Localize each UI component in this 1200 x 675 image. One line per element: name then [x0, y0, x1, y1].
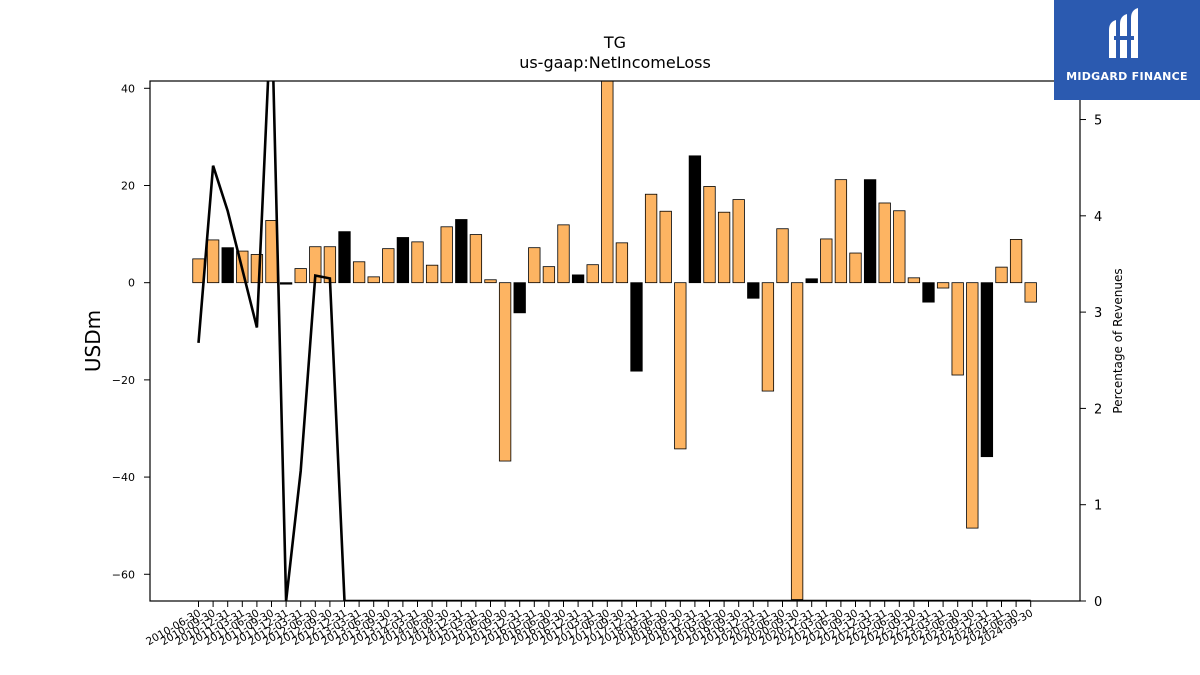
bar [571, 274, 585, 284]
bar [265, 220, 278, 284]
bar [294, 268, 307, 284]
chart-subtitle: us-gaap:NetIncomeLoss [519, 53, 711, 72]
bar [644, 193, 658, 284]
bar [703, 186, 716, 284]
bar [863, 179, 877, 284]
chart-title: TG [603, 33, 626, 52]
y2-tick-label: 3 [1094, 306, 1102, 321]
plot-frame [149, 80, 1081, 602]
bar [615, 242, 629, 284]
bar [630, 282, 643, 372]
bar [557, 224, 570, 284]
y2-tick-label: 5 [1094, 114, 1102, 129]
bar [732, 199, 745, 284]
bar [250, 254, 264, 284]
bar [469, 234, 483, 284]
bar [776, 228, 789, 284]
bar [893, 210, 906, 284]
brand-name: MIDGARD FINANCE [1066, 70, 1188, 83]
bar [206, 239, 220, 284]
bar [936, 282, 950, 289]
bar [352, 261, 366, 284]
bar [586, 264, 599, 284]
y-tick-label: −60 [112, 568, 135, 581]
bar [221, 247, 234, 284]
y2-tick-label: 0 [1094, 595, 1102, 610]
bar [1024, 282, 1037, 303]
bar [820, 238, 833, 284]
bar [688, 155, 702, 284]
bar [834, 179, 848, 284]
bar [717, 211, 731, 284]
y-tick-label: −20 [112, 374, 135, 387]
y-tick-label: 20 [121, 179, 135, 192]
bar [382, 248, 395, 284]
bar [279, 282, 293, 285]
bar [440, 226, 453, 284]
bar [396, 237, 410, 284]
bar [907, 277, 921, 284]
y2-tick-label: 2 [1094, 402, 1102, 417]
bar [542, 266, 556, 284]
bar [790, 282, 804, 600]
bar [761, 282, 775, 392]
bar [411, 241, 424, 284]
bar [601, 81, 614, 284]
bar [338, 231, 351, 284]
bar [484, 279, 497, 284]
bar [995, 266, 1008, 284]
y2-axis-label: Percentage of Revenues [1111, 268, 1125, 413]
bar [922, 282, 935, 303]
y-tick-label: 0 [128, 277, 135, 290]
y-tick-label: −40 [112, 471, 135, 484]
bar [425, 264, 439, 284]
bar [805, 278, 818, 284]
y2-tick-label: 4 [1094, 210, 1102, 225]
bar [659, 210, 672, 284]
bar [849, 252, 862, 284]
midgard-logo-mark-icon [1109, 8, 1138, 58]
bar [1009, 239, 1023, 284]
bar [513, 282, 526, 314]
bar [367, 276, 380, 284]
bar [528, 247, 541, 284]
bar [747, 282, 760, 299]
y-tick-label: 40 [121, 82, 135, 95]
bar [951, 282, 964, 376]
y2-tick-label: 1 [1094, 499, 1102, 514]
midgard-finance-logo: MIDGARD FINANCE [1054, 0, 1200, 100]
bar [878, 202, 891, 284]
bar [455, 219, 468, 284]
bar [980, 282, 994, 458]
bar [674, 282, 687, 450]
y-axis-label: USDm [81, 310, 105, 372]
bar [966, 282, 979, 529]
series-line [197, 81, 1031, 601]
bar [498, 282, 512, 462]
